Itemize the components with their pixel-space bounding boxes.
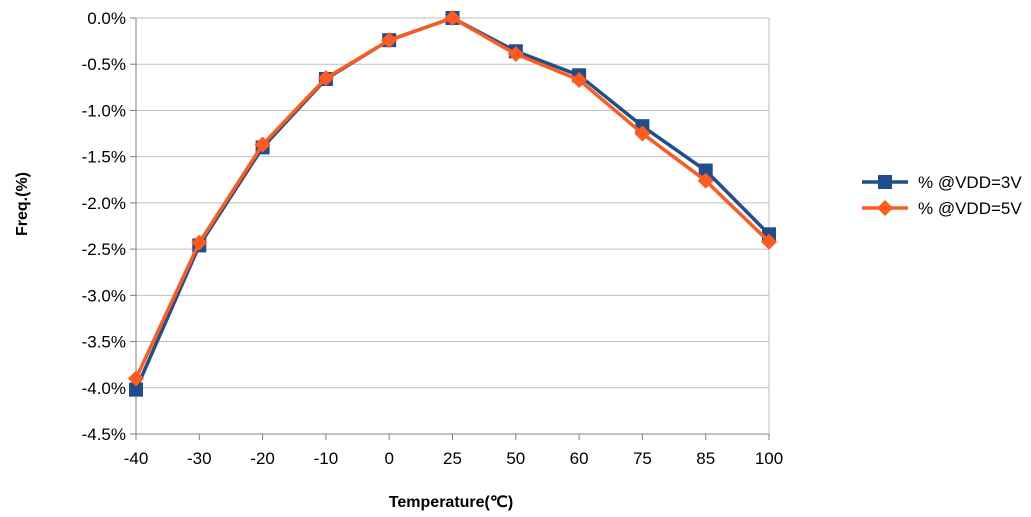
series-line (134, 16, 771, 391)
x-tick-label: -20 (250, 449, 275, 468)
x-axis-title: Temperature(℃) (389, 494, 513, 511)
series-2 (128, 10, 777, 387)
legend-label: % @VDD=5V (918, 199, 1022, 218)
legend-item-1: % @VDD=3V (862, 173, 1022, 192)
data-point (381, 32, 398, 49)
y-tick-label: -3.0% (82, 286, 126, 305)
data-point (191, 234, 208, 251)
data-point (129, 382, 143, 397)
x-tick-label: -40 (124, 449, 149, 468)
y-tick-label: -2.5% (82, 240, 126, 259)
data-point (444, 10, 461, 26)
x-tick-label: -10 (314, 449, 339, 468)
y-tick-label: -2.0% (82, 194, 126, 213)
data-point (317, 70, 334, 87)
x-tick-label: 75 (633, 449, 652, 468)
y-axis-title: Freq.(%) (14, 172, 31, 236)
data-point (761, 233, 777, 250)
legend-label: % @VDD=3V (918, 173, 1022, 192)
legend-item-2: % @VDD=5V (862, 199, 1022, 218)
y-tick-labels: 0.0% -0.5% -1.0% -1.5% -2.0% -2.5% -3.0% -3.5% -… (82, 9, 126, 444)
data-point (634, 125, 651, 142)
x-tick-label: 85 (696, 449, 715, 468)
series-lines (128, 10, 777, 397)
y-tick-label: -4.0% (82, 379, 126, 398)
data-point (571, 71, 588, 88)
data-point (128, 370, 144, 387)
x-tick-label: 0 (384, 449, 393, 468)
x-tick-label: 25 (443, 449, 462, 468)
x-tick-label: 50 (506, 449, 525, 468)
legend-marker (877, 200, 893, 216)
legend-marker (878, 175, 892, 189)
axes (130, 17, 770, 440)
x-tick-label: -30 (187, 449, 212, 468)
data-point (698, 163, 713, 178)
data-point (507, 46, 524, 63)
legend: % @VDD=3V % @VDD=5V (862, 173, 1022, 218)
y-tick-label: 0.0% (87, 9, 126, 28)
y-tick-label: -3.5% (82, 333, 126, 352)
y-tick-label: -1.0% (82, 101, 126, 120)
x-tick-labels: -40 -30 -20 -10 0 25 50 60 75 85 100 (124, 449, 783, 468)
data-point (254, 136, 271, 153)
gridlines (136, 17, 769, 435)
y-tick-label: -1.5% (82, 148, 126, 167)
y-tick-label: -0.5% (82, 55, 126, 74)
x-tick-label: 100 (755, 449, 783, 468)
y-tick-label: -4.5% (82, 425, 126, 444)
x-tick-label: 60 (570, 449, 589, 468)
data-point (697, 172, 714, 189)
